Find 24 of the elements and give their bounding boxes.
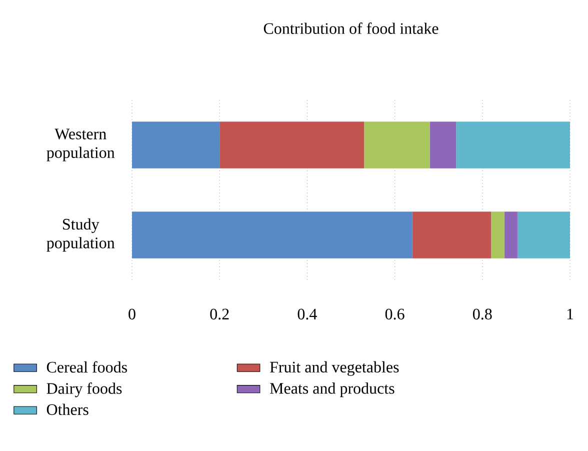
x-tick-label: 0.6: [385, 308, 404, 320]
bar: [364, 122, 430, 168]
legend-label: Dairy foods: [46, 382, 122, 398]
x-tick-label: 0.8: [473, 308, 492, 320]
x-tick-label: 0.2: [210, 308, 229, 320]
bar: [491, 212, 504, 258]
y-tick-label: Western population: [46, 128, 115, 162]
x-tick-label: 0.4: [298, 308, 317, 320]
bar: [504, 212, 518, 258]
bar: [220, 122, 364, 168]
bar: [132, 122, 220, 168]
bar: [430, 122, 456, 168]
legend-label: Cereal foods: [46, 361, 127, 373]
legend-label: Others: [46, 404, 88, 416]
legend-label: Meats and products: [270, 382, 394, 398]
legend-label: Fruit and vegetables: [270, 361, 399, 376]
y-tick-label: Study population: [46, 218, 115, 252]
x-tick-label: 0: [128, 308, 136, 320]
chart-title: Contribution of food intake: [264, 22, 438, 34]
bar: [456, 122, 570, 168]
bar: [412, 212, 492, 258]
bar: [132, 212, 412, 258]
x-tick-label: 1: [567, 308, 574, 320]
bar: [517, 212, 570, 258]
